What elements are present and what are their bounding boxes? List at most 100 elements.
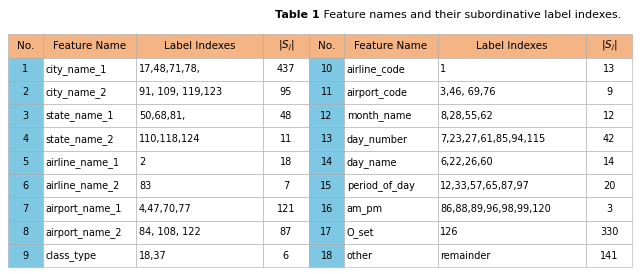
Bar [136,81,263,104]
Bar [136,127,263,151]
Text: 10: 10 [321,64,333,74]
Text: 50,68,81,: 50,68,81, [139,111,185,121]
Text: state_name_1: state_name_1 [45,110,114,121]
Bar [586,34,632,58]
Text: 126: 126 [440,227,459,237]
Text: 12: 12 [321,111,333,121]
Bar [309,127,344,151]
Bar [586,127,632,151]
Bar [309,221,344,244]
Text: 7,23,27,61,85,94,115: 7,23,27,61,85,94,115 [440,134,545,144]
Text: airline_name_2: airline_name_2 [45,180,120,191]
Text: 7: 7 [22,204,28,214]
Text: airport_code: airport_code [347,87,408,98]
Text: No.: No. [17,41,34,51]
Bar [344,221,438,244]
Bar [586,174,632,197]
Text: O_set: O_set [347,227,374,238]
Bar [8,104,43,127]
Bar [344,197,438,221]
Bar [263,197,309,221]
Text: 91, 109, 119,123: 91, 109, 119,123 [139,87,222,98]
Text: 14: 14 [321,157,333,167]
Bar [586,151,632,174]
Bar [344,151,438,174]
Bar [344,81,438,104]
Text: 17,48,71,78,: 17,48,71,78, [139,64,201,74]
Text: Feature Name: Feature Name [355,41,428,51]
Bar [309,58,344,81]
Text: 330: 330 [600,227,618,237]
Bar [263,244,309,267]
Text: 8: 8 [22,227,28,237]
Text: 17: 17 [321,227,333,237]
Text: 20: 20 [603,181,616,191]
Text: 16: 16 [321,204,333,214]
Bar [8,34,43,58]
Text: day_name: day_name [347,157,397,168]
Text: 121: 121 [276,204,295,214]
Bar [8,244,43,267]
Text: 3: 3 [22,111,28,121]
Bar [263,58,309,81]
Bar [586,197,632,221]
Text: 1: 1 [22,64,28,74]
Bar [263,34,309,58]
Text: 437: 437 [276,64,295,74]
Text: 4,47,70,77: 4,47,70,77 [139,204,191,214]
Text: airport_name_1: airport_name_1 [45,204,122,214]
Bar [136,151,263,174]
Bar [438,104,586,127]
Text: 2: 2 [22,87,28,98]
Bar [344,244,438,267]
Text: 9: 9 [22,250,28,261]
Text: 12,33,57,65,87,97: 12,33,57,65,87,97 [440,181,530,191]
Bar [43,81,136,104]
Text: 6: 6 [283,250,289,261]
Bar [43,127,136,151]
Bar [43,58,136,81]
Text: $|S_j|$: $|S_j|$ [278,39,294,53]
Text: 13: 13 [321,134,333,144]
Bar [43,151,136,174]
Text: Feature names and their subordinative label indexes.: Feature names and their subordinative la… [320,10,621,19]
Text: 87: 87 [280,227,292,237]
Bar [586,81,632,104]
Bar [263,104,309,127]
Text: 18: 18 [280,157,292,167]
Text: 110,118,124: 110,118,124 [139,134,200,144]
Bar [438,81,586,104]
Bar [586,58,632,81]
Bar [8,127,43,151]
Bar [344,174,438,197]
Text: 83: 83 [139,181,151,191]
Text: 6,22,26,60: 6,22,26,60 [440,157,493,167]
Bar [136,104,263,127]
Bar [136,221,263,244]
Bar [586,244,632,267]
Bar [344,58,438,81]
Bar [43,104,136,127]
Text: 15: 15 [321,181,333,191]
Bar [263,174,309,197]
Text: 8,28,55,62: 8,28,55,62 [440,111,493,121]
Bar [309,151,344,174]
Bar [8,151,43,174]
Text: class_type: class_type [45,250,97,261]
Bar [8,221,43,244]
Text: month_name: month_name [347,110,411,121]
Text: 86,88,89,96,98,99,120: 86,88,89,96,98,99,120 [440,204,551,214]
Bar [438,58,586,81]
Text: 18,37: 18,37 [139,250,166,261]
Text: airline_name_1: airline_name_1 [45,157,120,168]
Text: am_pm: am_pm [347,204,383,214]
Bar [438,151,586,174]
Bar [438,34,586,58]
Bar [438,197,586,221]
Text: Table 1: Table 1 [275,10,320,19]
Text: 13: 13 [603,64,615,74]
Text: day_number: day_number [347,134,408,144]
Bar [309,34,344,58]
Text: 42: 42 [603,134,616,144]
Text: Feature Name: Feature Name [53,41,126,51]
